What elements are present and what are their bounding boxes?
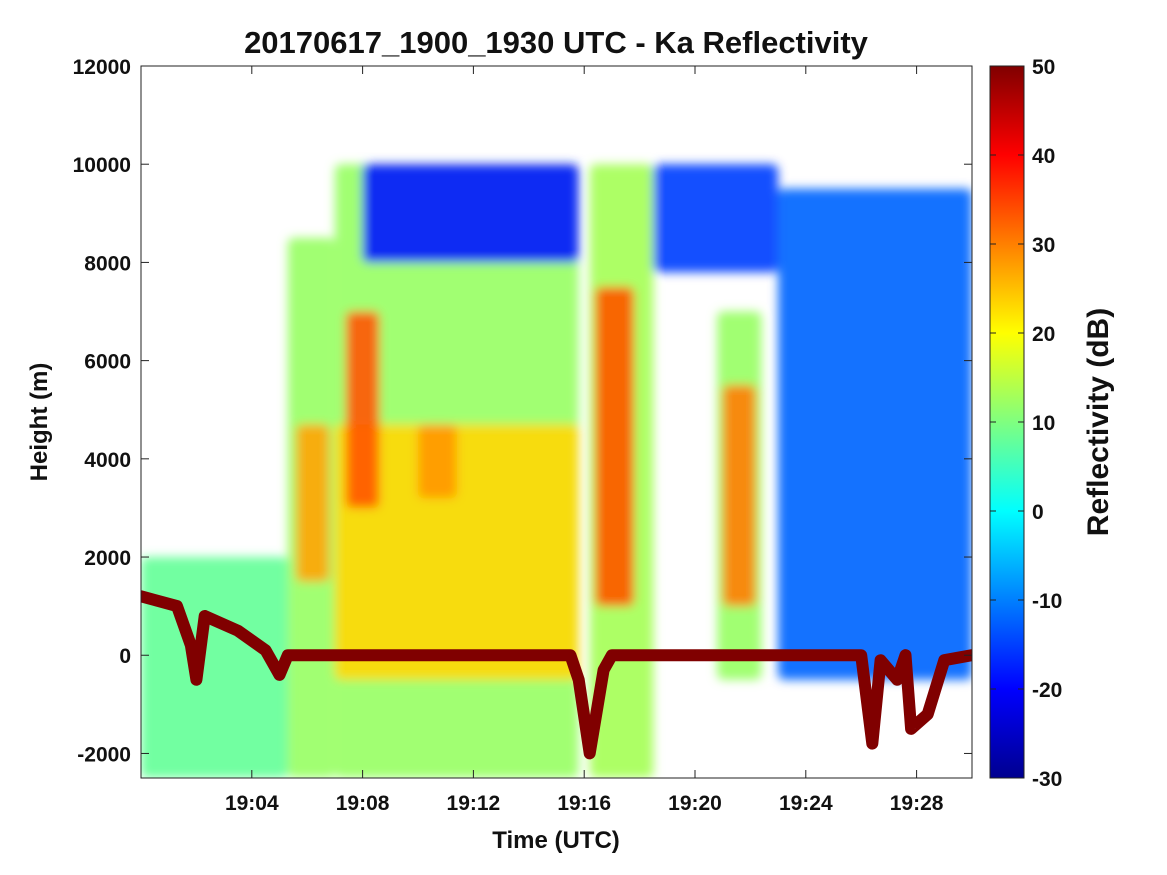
y-tick-label: -2000 bbox=[77, 743, 131, 766]
y-tick-label: 4000 bbox=[84, 449, 131, 472]
plot-frame bbox=[140, 65, 973, 779]
colorbar-tick-label: -10 bbox=[1032, 590, 1062, 613]
y-axis-label: Height (m) bbox=[26, 363, 53, 482]
x-tick-label: 19:20 bbox=[668, 792, 722, 815]
colorbar-tick-label: -30 bbox=[1032, 768, 1062, 791]
x-tick-label: 19:28 bbox=[890, 792, 944, 815]
reflectivity-echoes bbox=[141, 164, 972, 778]
x-tick-label: 19:24 bbox=[779, 792, 833, 815]
colorbar-tick-label: 10 bbox=[1032, 412, 1055, 435]
colorbar-tick-label: -20 bbox=[1032, 679, 1062, 702]
x-axis-label: Time (UTC) bbox=[492, 827, 620, 854]
x-tick-label: 19:16 bbox=[557, 792, 611, 815]
echo-region-low-level-echo bbox=[141, 557, 288, 778]
colorbar-label: Reflectivity (dB) bbox=[1082, 308, 1115, 536]
echo-region-cell-2-core-a bbox=[345, 311, 380, 508]
echo-region-clear-air-echoes bbox=[778, 188, 972, 680]
y-tick-label: 12000 bbox=[73, 56, 131, 79]
y-tick-label: 0 bbox=[119, 645, 131, 668]
colorbar-tick-label: 40 bbox=[1032, 145, 1055, 168]
x-axis-ticks: 19:04 19:08 19:12 19:16 19:20 19:24 19:28 bbox=[225, 66, 944, 815]
echo-region-cell-4-core bbox=[722, 385, 756, 607]
echo-region-cell-2-upper-edge bbox=[362, 164, 579, 263]
y-tick-label: 10000 bbox=[73, 154, 131, 177]
colorbar-ticks: 50 40 30 20 10 0 -10 -20 -30 bbox=[990, 56, 1062, 791]
x-tick-label: 19:04 bbox=[225, 792, 279, 815]
y-axis-ticks: 12000 10000 8000 6000 4000 2000 0 -2000 bbox=[73, 56, 972, 766]
surface-echo-line bbox=[141, 590, 972, 760]
y-tick-label: 2000 bbox=[84, 547, 131, 570]
colorbar-tick-label: 30 bbox=[1032, 234, 1055, 257]
x-tick-label: 19:08 bbox=[336, 792, 390, 815]
colorbar-tick-label: 0 bbox=[1032, 501, 1044, 524]
y-tick-label: 8000 bbox=[84, 252, 131, 275]
echo-region-anvil-upper bbox=[653, 164, 779, 273]
colorbar-tick-label: 20 bbox=[1032, 323, 1055, 346]
echo-region-cell-1-core bbox=[296, 424, 330, 582]
echo-region-cell-2-core-b bbox=[418, 424, 457, 499]
echo-region-cell-2-bright-band bbox=[334, 424, 579, 680]
echo-region-cell-3-core bbox=[595, 286, 635, 607]
y-tick-label: 6000 bbox=[84, 351, 131, 374]
colorbar-tick-label: 50 bbox=[1032, 56, 1055, 79]
x-tick-label: 19:12 bbox=[447, 792, 501, 815]
chart-title: 20170617_1900_1930 UTC - Ka Reflectivity bbox=[244, 25, 869, 60]
